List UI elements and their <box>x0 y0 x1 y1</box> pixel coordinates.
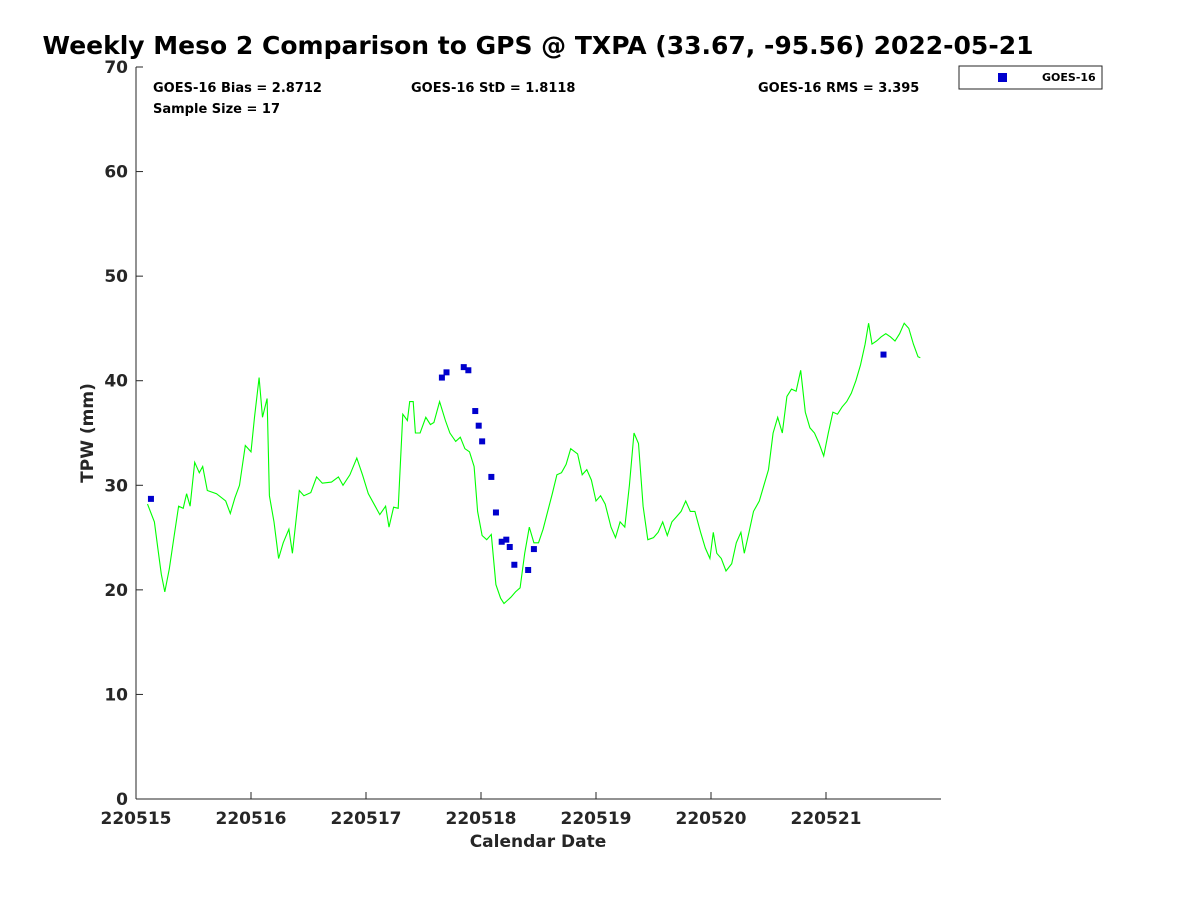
y-tick-label: 60 <box>104 163 128 183</box>
legend: GOES-16 <box>958 65 1103 90</box>
legend-box <box>958 65 1103 90</box>
gps-line-series <box>146 322 921 605</box>
x-tick-label: 220517 <box>331 809 402 829</box>
y-tick-label: 40 <box>104 372 128 392</box>
sample-size-stat: Sample Size = 17 <box>153 102 280 117</box>
bias-stat: GOES-16 Bias = 2.8712 <box>153 81 322 96</box>
plot-area <box>136 67 941 799</box>
goes16-point <box>472 408 479 415</box>
y-tick-label: 30 <box>104 476 128 496</box>
y-tick-label: 0 <box>116 790 128 810</box>
goes16-point <box>492 509 499 516</box>
x-tick-label: 220515 <box>101 809 172 829</box>
chart-title: Weekly Meso 2 Comparison to GPS @ TXPA (… <box>43 31 1034 60</box>
goes16-point <box>530 546 537 553</box>
goes16-point <box>475 422 482 429</box>
y-axis-ticks: 0 10 20 30 40 50 60 70 <box>104 58 143 810</box>
goes16-point <box>438 374 445 381</box>
x-tick-label: 220521 <box>791 809 862 829</box>
x-axis-label: Calendar Date <box>470 832 607 852</box>
goes16-point <box>525 566 532 573</box>
legend-label-goes16: GOES-16 <box>1042 71 1096 84</box>
x-tick-label: 220518 <box>446 809 517 829</box>
rms-stat: GOES-16 RMS = 3.395 <box>758 81 919 96</box>
goes16-point <box>506 543 513 550</box>
goes16-point <box>488 473 495 480</box>
y-axis-label: TPW (mm) <box>78 383 98 483</box>
goes16-scatter-series <box>147 351 887 573</box>
y-tick-label: 10 <box>104 685 128 705</box>
y-tick-label: 50 <box>104 267 128 287</box>
y-tick-label: 20 <box>104 581 128 601</box>
goes16-point <box>443 369 450 376</box>
goes16-point <box>460 364 467 371</box>
x-axis-ticks: 220515 220516 220517 220518 220519 220520 2205… <box>101 792 862 829</box>
std-stat: GOES-16 StD = 1.8118 <box>411 81 575 96</box>
goes16-point <box>503 536 510 543</box>
goes16-point <box>147 495 154 502</box>
x-tick-label: 220519 <box>561 809 632 829</box>
y-tick-label: 70 <box>104 58 128 78</box>
goes16-point <box>479 438 486 445</box>
legend-marker-goes16 <box>998 73 1007 82</box>
gps-line <box>146 322 921 605</box>
goes16-point <box>511 561 518 568</box>
goes16-point <box>498 538 505 545</box>
x-tick-label: 220516 <box>216 809 287 829</box>
goes16-point <box>465 367 472 374</box>
goes16-point <box>880 351 887 358</box>
x-tick-label: 220520 <box>676 809 747 829</box>
